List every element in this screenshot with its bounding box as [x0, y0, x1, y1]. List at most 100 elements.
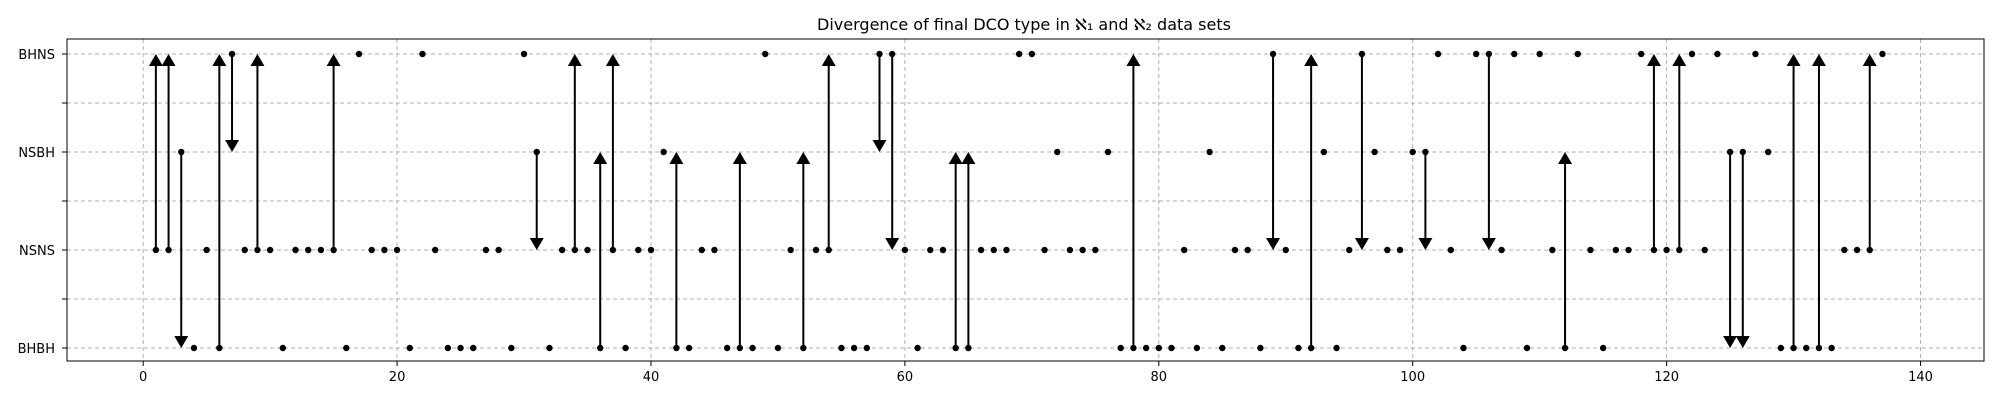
data-point	[1612, 246, 1620, 254]
data-point	[228, 50, 236, 58]
data-point	[1003, 246, 1010, 254]
arrow-head	[669, 152, 684, 164]
data-point	[609, 246, 617, 254]
data-point	[482, 246, 490, 254]
data-point	[381, 246, 388, 254]
data-point	[1295, 344, 1302, 352]
arrow-layer	[148, 54, 1877, 348]
x-tick-label: 40	[643, 370, 660, 385]
data-point	[1358, 50, 1366, 58]
data-point	[1320, 148, 1328, 156]
data-point	[838, 344, 845, 352]
data-point	[1066, 246, 1074, 254]
data-point	[355, 50, 363, 58]
data-point	[508, 344, 515, 352]
data-point	[317, 246, 325, 254]
data-point	[1130, 344, 1137, 352]
data-point	[571, 246, 579, 254]
arrow-head	[1354, 238, 1369, 250]
arrow-head	[961, 152, 976, 164]
chart-title: Divergence of final DCO type in ℵ₁ and ℵ…	[817, 15, 1231, 34]
data-point	[1422, 148, 1429, 156]
arrow-head	[948, 152, 963, 164]
arrow-head	[250, 54, 265, 66]
data-point	[1434, 50, 1442, 58]
data-point	[1638, 50, 1645, 58]
arrow-head	[732, 152, 747, 164]
data-point	[888, 50, 896, 58]
data-point	[1333, 344, 1340, 352]
data-point	[1688, 50, 1696, 58]
data-point	[190, 344, 198, 352]
data-point	[1752, 50, 1759, 58]
data-point	[1650, 246, 1658, 254]
arrow-head	[1304, 54, 1319, 66]
data-point	[1206, 148, 1213, 156]
data-point	[1739, 148, 1746, 156]
data-point	[1282, 246, 1289, 254]
data-point	[1244, 246, 1251, 254]
axis-layer: 0 20 40 60 80 100 120 140 BHBH NSNS NSBH BHNS	[18, 48, 1933, 385]
data-point	[305, 246, 312, 254]
x-tick-label: 120	[1654, 370, 1679, 385]
data-point	[762, 50, 769, 58]
data-point	[1587, 246, 1594, 254]
data-point	[393, 246, 401, 254]
data-point	[1384, 246, 1391, 254]
data-point	[977, 246, 985, 254]
arrow-head	[1266, 238, 1281, 250]
data-point	[812, 246, 820, 254]
data-point	[558, 246, 566, 254]
data-point	[216, 344, 223, 352]
data-point	[1142, 344, 1150, 352]
arrow-head	[1811, 54, 1826, 66]
data-point	[685, 344, 693, 352]
arrow-head	[1126, 54, 1141, 66]
data-point	[673, 344, 680, 352]
arrow-head	[212, 54, 227, 66]
data-point	[152, 246, 160, 254]
data-point	[723, 344, 731, 352]
x-tick-label: 0	[139, 370, 147, 385]
data-point	[1054, 148, 1061, 156]
data-point	[1663, 246, 1670, 254]
data-point	[254, 246, 261, 254]
data-point	[520, 50, 528, 58]
y-tick-label: BHBH	[18, 342, 55, 357]
data-point	[1168, 344, 1175, 352]
data-point	[901, 246, 909, 254]
data-point	[241, 246, 248, 254]
arrow-head	[593, 152, 608, 164]
y-tick-label: NSNS	[19, 244, 55, 259]
data-point	[1511, 50, 1518, 58]
data-point	[787, 246, 794, 254]
data-point	[1155, 344, 1163, 352]
arrow-head	[174, 336, 189, 348]
data-point	[1701, 246, 1708, 254]
data-point	[1396, 246, 1404, 254]
data-point	[1257, 344, 1264, 352]
data-point	[431, 246, 439, 254]
arrow-head	[225, 140, 240, 152]
data-point	[1409, 148, 1416, 156]
arrow-head	[1786, 54, 1801, 66]
grid-layer	[67, 39, 1984, 361]
data-point	[1777, 344, 1785, 352]
data-point	[1790, 344, 1797, 352]
data-point	[698, 246, 705, 254]
data-point	[457, 344, 464, 352]
data-point	[622, 344, 629, 352]
arrow-head	[872, 140, 887, 152]
data-point	[1599, 344, 1607, 352]
arrow-head	[148, 54, 163, 66]
data-point	[1523, 344, 1531, 352]
data-point	[1460, 344, 1467, 352]
data-point	[1307, 344, 1315, 352]
data-point	[1447, 246, 1454, 254]
data-point	[546, 344, 553, 352]
arrow-head	[1735, 336, 1750, 348]
data-point	[1726, 148, 1734, 156]
data-point	[1104, 148, 1112, 156]
